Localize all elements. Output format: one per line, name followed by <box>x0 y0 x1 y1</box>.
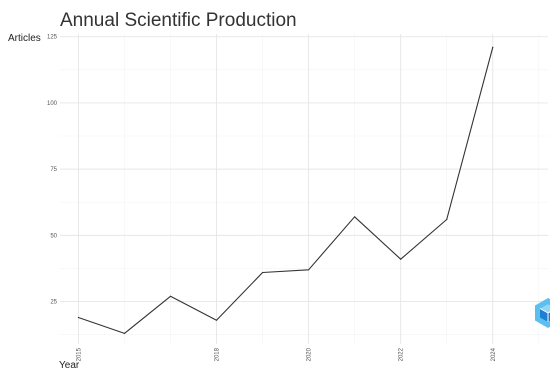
x-axis-label: Year <box>59 360 80 370</box>
data-point <box>400 258 402 260</box>
y-axis-label: Articles <box>8 33 41 44</box>
x-tick-label: 2018 <box>215 347 221 361</box>
x-tick-label: 2024 <box>491 347 497 361</box>
cube-logo-icon <box>535 298 550 328</box>
y-tick-label: 125 <box>47 35 58 41</box>
major-gridlines <box>60 34 548 344</box>
x-tick-labels: 2015 2018 2020 2022 2024 <box>76 347 496 361</box>
x-tick-label: 2022 <box>399 347 405 361</box>
data-point <box>446 218 448 221</box>
data-point <box>169 295 172 297</box>
data-point <box>77 316 80 319</box>
data-points <box>77 46 494 335</box>
y-tick-labels: 25 50 75 100 125 <box>47 35 58 306</box>
y-tick-label: 25 <box>50 300 57 306</box>
x-tick-label: 2015 <box>76 347 82 361</box>
data-point <box>123 332 126 335</box>
minor-gridlines <box>60 34 548 344</box>
y-tick-label: 100 <box>47 101 58 107</box>
y-tick-label: 50 <box>50 233 57 239</box>
y-tick-label: 75 <box>50 167 57 173</box>
data-point <box>308 269 310 271</box>
x-tick-label: 2020 <box>307 347 313 361</box>
chart-title: Annual Scientific Production <box>60 10 297 31</box>
series-line <box>78 47 494 334</box>
data-point <box>492 46 494 48</box>
data-point <box>354 216 356 218</box>
data-point <box>261 271 264 274</box>
data-point <box>215 319 218 321</box>
